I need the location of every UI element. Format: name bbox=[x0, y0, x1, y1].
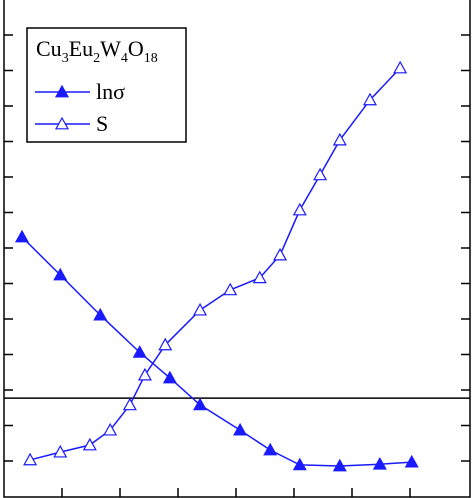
data-point bbox=[252, 270, 267, 284]
data-point bbox=[233, 422, 248, 436]
data-point bbox=[292, 202, 307, 216]
data-point bbox=[162, 370, 177, 384]
legend-title: Cu3Eu2W4O18 bbox=[36, 36, 158, 66]
data-point bbox=[193, 302, 208, 316]
legend-box bbox=[26, 27, 187, 143]
legend-marker bbox=[54, 84, 70, 98]
series-line bbox=[29, 67, 401, 461]
data-point bbox=[93, 307, 108, 321]
data-point bbox=[122, 397, 137, 411]
data-point bbox=[393, 60, 408, 74]
data-point bbox=[362, 92, 377, 106]
series-line bbox=[21, 236, 412, 467]
data-point bbox=[103, 422, 118, 436]
data-point bbox=[14, 229, 29, 243]
legend-label: lnσ bbox=[96, 79, 125, 104]
data-point bbox=[137, 367, 152, 381]
data-point bbox=[223, 282, 238, 296]
data-point bbox=[332, 132, 347, 146]
data-point bbox=[53, 267, 68, 281]
legend-marker bbox=[54, 116, 70, 130]
data-point bbox=[263, 442, 278, 456]
data-point bbox=[372, 456, 387, 470]
data-point bbox=[53, 444, 68, 458]
data-point bbox=[313, 167, 328, 181]
data-point bbox=[332, 458, 347, 472]
data-point bbox=[23, 452, 38, 466]
data-point bbox=[158, 337, 173, 351]
legend-label: S bbox=[96, 111, 108, 136]
data-point bbox=[193, 397, 208, 411]
data-point bbox=[404, 454, 419, 468]
data-point bbox=[292, 457, 307, 471]
data-point bbox=[82, 437, 97, 451]
data-point bbox=[132, 345, 147, 358]
data-point bbox=[273, 247, 288, 261]
